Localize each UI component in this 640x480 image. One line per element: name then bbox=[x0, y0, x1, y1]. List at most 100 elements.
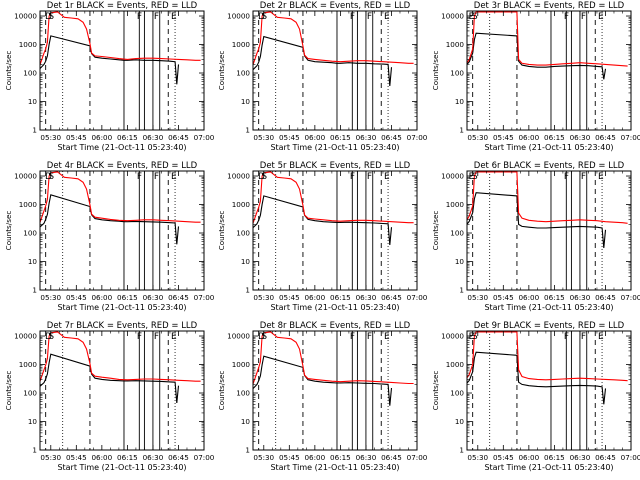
event-marker-label: S bbox=[261, 332, 267, 342]
x-tick-label: 07:00 bbox=[407, 133, 428, 142]
event-marker-label: D bbox=[45, 172, 52, 182]
panel-title: Det 2r BLACK = Events, RED = LLD bbox=[260, 1, 411, 11]
x-tick-label: 07:00 bbox=[194, 133, 215, 142]
x-axis-label: Start Time (21-Oct-11 05:23:40) bbox=[270, 463, 399, 472]
event-marker-label: F bbox=[367, 172, 372, 182]
y-axis-label: Counts/sec bbox=[217, 211, 226, 251]
panel-title: Det 5r BLACK = Events, RED = LLD bbox=[260, 161, 411, 171]
event-marker-label: D bbox=[45, 12, 52, 22]
y-tick-label: 1 bbox=[32, 286, 37, 295]
event-marker-label: E bbox=[469, 172, 475, 182]
x-axis-label: Start Time (21-Oct-11 05:23:40) bbox=[270, 143, 399, 152]
x-tick-label: 07:00 bbox=[407, 453, 428, 462]
event-marker-label: F bbox=[581, 172, 586, 182]
x-tick-label: 05:30 bbox=[40, 133, 61, 142]
y-axis-label: Counts/sec bbox=[217, 371, 226, 411]
event-marker-label: E bbox=[469, 12, 475, 22]
x-tick-label: 06:30 bbox=[570, 453, 591, 462]
series-group bbox=[253, 171, 414, 246]
event-lines bbox=[45, 171, 176, 290]
plot-frame bbox=[39, 330, 205, 451]
event-marker-label: F bbox=[154, 332, 159, 342]
event-marker-label: E bbox=[384, 172, 390, 182]
event-marker-label: F bbox=[564, 332, 569, 342]
y-tick-label: 10000 bbox=[14, 172, 37, 181]
x-tick-label: 05:45 bbox=[279, 293, 300, 302]
series-group bbox=[467, 171, 628, 248]
y-tick-label: 100 bbox=[450, 229, 464, 238]
y-tick-label: 10 bbox=[28, 257, 38, 266]
event-marker-label: E bbox=[469, 332, 475, 342]
plot-frame bbox=[252, 10, 418, 131]
series-group bbox=[40, 171, 201, 245]
x-tick-label: 06:15 bbox=[330, 453, 351, 462]
x-tick-label: 06:15 bbox=[330, 133, 351, 142]
y-tick-label: 10 bbox=[241, 257, 251, 266]
x-tick-label: 06:45 bbox=[595, 453, 616, 462]
y-tick-label: 1000 bbox=[446, 40, 465, 49]
event-lines bbox=[45, 331, 176, 450]
y-tick-label: 10 bbox=[241, 97, 251, 106]
panel-det-4r: Det 4r BLACK = Events, RED = LLD Counts/s… bbox=[4, 161, 215, 312]
y-tick-label: 10 bbox=[241, 417, 251, 426]
event-lines bbox=[258, 331, 389, 450]
x-tick-label: 06:15 bbox=[544, 133, 565, 142]
x-tick-label: 06:30 bbox=[356, 453, 377, 462]
panel-det-7r: Det 7r BLACK = Events, RED = LLD Counts/s… bbox=[4, 321, 215, 472]
y-tick-label: 100 bbox=[23, 229, 37, 238]
x-tick-label: 05:30 bbox=[467, 133, 488, 142]
events-series-line bbox=[253, 355, 393, 406]
y-axis-label: Counts/sec bbox=[4, 211, 13, 251]
x-tick-label: 06:30 bbox=[570, 133, 591, 142]
event-marker-label: S bbox=[48, 172, 54, 182]
y-tick-label: 1000 bbox=[232, 360, 251, 369]
event-marker-label: F bbox=[137, 12, 142, 22]
x-tick-label: 07:00 bbox=[621, 293, 640, 302]
plot-frame bbox=[252, 170, 418, 291]
y-tick-label: 1 bbox=[245, 286, 250, 295]
events-series-line bbox=[253, 195, 393, 246]
panel-title: Det 7r BLACK = Events, RED = LLD bbox=[47, 321, 198, 331]
y-tick-label: 10 bbox=[455, 417, 465, 426]
y-axis-label: Counts/sec bbox=[4, 51, 13, 91]
x-tick-label: 06:00 bbox=[91, 133, 112, 142]
x-axis-label: Start Time (21-Oct-11 05:23:40) bbox=[57, 303, 186, 312]
x-axis-label: Start Time (21-Oct-11 05:23:40) bbox=[484, 143, 613, 152]
y-tick-label: 1 bbox=[245, 126, 250, 135]
y-tick-label: 10 bbox=[455, 97, 465, 106]
x-tick-label: 06:15 bbox=[330, 293, 351, 302]
panel-title: Det 8r BLACK = Events, RED = LLD bbox=[260, 321, 411, 331]
events-series-line bbox=[253, 35, 393, 87]
event-marker-label: E bbox=[384, 332, 390, 342]
y-tick-label: 10000 bbox=[14, 332, 37, 341]
x-tick-label: 06:15 bbox=[117, 453, 138, 462]
event-marker-label: F bbox=[581, 332, 586, 342]
y-tick-label: 1000 bbox=[19, 200, 38, 209]
lld-series-line bbox=[40, 171, 201, 225]
event-lines bbox=[258, 11, 389, 130]
y-tick-label: 10000 bbox=[441, 332, 464, 341]
event-marker-label: E bbox=[598, 172, 604, 182]
lld-series-line bbox=[467, 11, 628, 67]
event-marker-label: E bbox=[598, 332, 604, 342]
event-marker-label: E bbox=[598, 12, 604, 22]
event-marker-label: F bbox=[367, 12, 372, 22]
x-tick-label: 05:45 bbox=[66, 293, 87, 302]
plot-frame bbox=[466, 170, 632, 291]
panel-title: Det 3r BLACK = Events, RED = LLD bbox=[474, 1, 625, 11]
x-tick-label: 06:45 bbox=[381, 453, 402, 462]
event-marker-label: F bbox=[350, 12, 355, 22]
y-tick-label: 10000 bbox=[14, 12, 37, 21]
event-marker-label: S bbox=[48, 12, 54, 22]
x-axis-label: Start Time (21-Oct-11 05:23:40) bbox=[270, 303, 399, 312]
y-tick-label: 1 bbox=[245, 446, 250, 455]
series-group bbox=[253, 11, 414, 87]
y-tick-label: 1 bbox=[32, 446, 37, 455]
event-marker-label: S bbox=[472, 12, 478, 22]
event-lines bbox=[472, 331, 603, 450]
lld-series-line bbox=[467, 171, 628, 224]
y-tick-label: 1 bbox=[459, 446, 464, 455]
x-tick-label: 06:00 bbox=[518, 293, 539, 302]
x-tick-label: 05:45 bbox=[493, 453, 514, 462]
x-tick-label: 05:30 bbox=[467, 453, 488, 462]
